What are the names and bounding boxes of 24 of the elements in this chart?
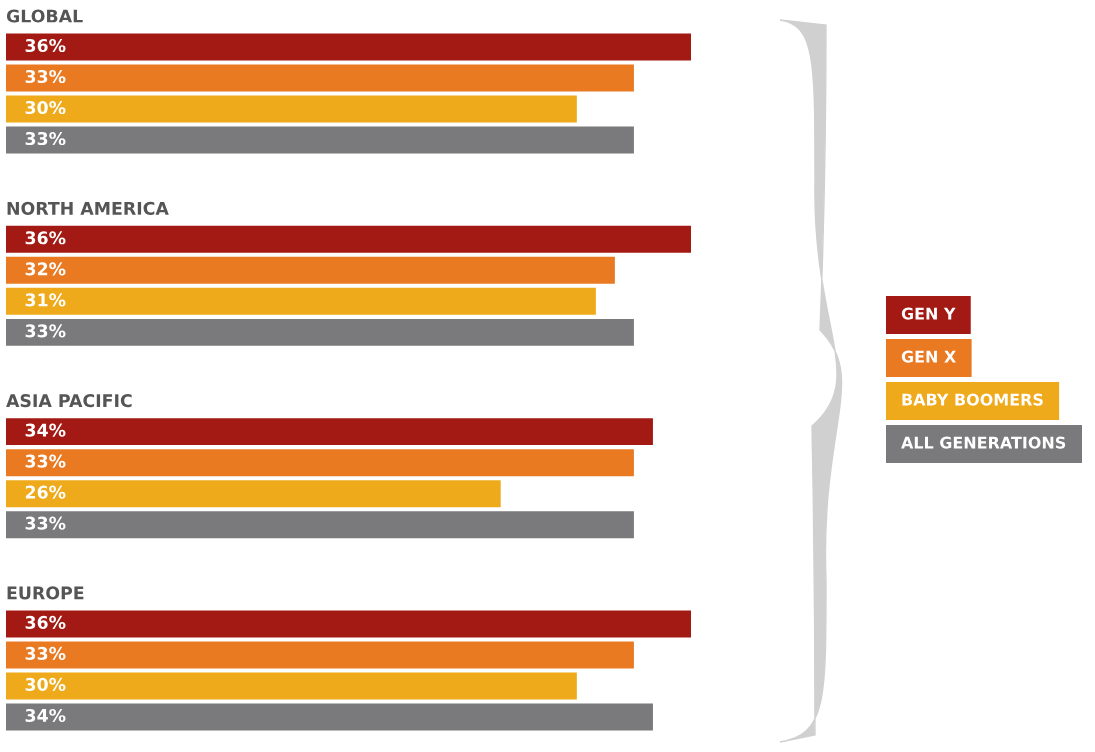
data-label: 26% [25,485,66,499]
data-label: 36% [25,231,66,245]
y-tick-label: EUROPE [7,586,84,600]
text: ALL GENERATIONS [901,436,1066,449]
data-label: 36% [25,38,66,53]
y-tick-label: NORTH AMERICA [7,201,169,215]
data-label: 33% [25,646,66,660]
data-label: 34% [25,708,66,723]
data-label: 33% [25,454,66,468]
text: BABY BOOMERS [902,393,1043,406]
data-label: 30% [25,677,66,691]
data-label: 33% [25,516,66,530]
text: GEN X [901,350,956,363]
data-label: 36% [25,615,66,629]
data-label: 30% [25,100,66,115]
data-label: 33% [25,69,66,84]
data-label: 32% [25,262,66,276]
data-label: 34% [25,423,66,437]
y-tick-label: GLOBAL [6,9,83,23]
y-tick-label: ASIA PACIFIC [6,394,132,408]
data-label: 33% [25,324,66,338]
data-label: 31% [25,293,66,307]
text: GEN Y [901,307,956,320]
data-label: 33% [25,131,66,146]
